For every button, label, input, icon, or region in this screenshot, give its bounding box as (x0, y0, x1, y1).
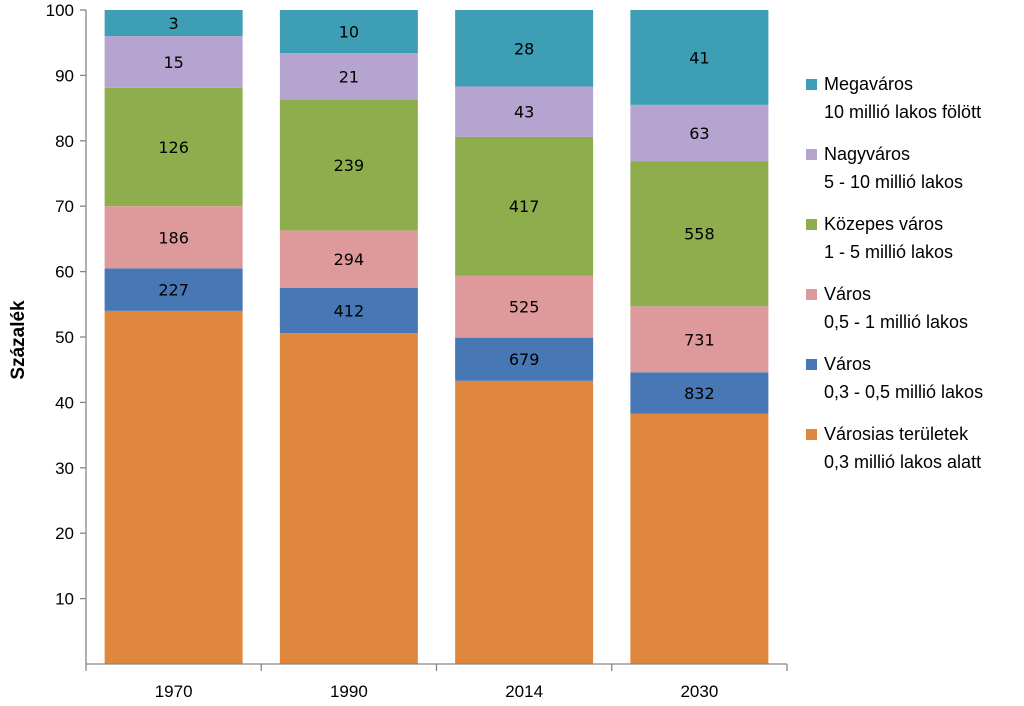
data-label: 412 (334, 302, 365, 321)
y-tick-label: 20 (55, 524, 74, 543)
bar-segment (455, 275, 594, 338)
legend-swatch (806, 429, 817, 440)
y-tick-label: 50 (55, 328, 74, 347)
bar-segment (630, 10, 769, 105)
legend-sublabel: 1 - 5 millió lakos (824, 242, 953, 262)
bar-segment (279, 230, 418, 288)
legend-sublabel: 0,5 - 1 millió lakos (824, 312, 968, 332)
legend-item: Megaváros 10 millió lakos fölött (806, 74, 981, 122)
legend-label: Város (824, 354, 871, 374)
legend-item: Város 0,3 - 0,5 millió lakos (806, 354, 983, 402)
bar-segment (455, 10, 594, 87)
legend-label: Megaváros (824, 74, 913, 94)
bar-segment (104, 268, 243, 311)
bars-layer (104, 10, 769, 664)
x-tick-label: 2014 (505, 682, 543, 701)
x-tick-label: 1970 (155, 682, 193, 701)
bar-segment (104, 310, 243, 664)
data-label: 679 (509, 350, 540, 369)
bar-segment (455, 337, 594, 381)
bar-segment (455, 136, 594, 276)
data-label: 41 (689, 48, 709, 67)
y-tick-label: 100 (46, 1, 74, 20)
bar-segment (279, 333, 418, 664)
legend-item: Nagyváros 5 - 10 millió lakos (806, 144, 963, 192)
data-label: 227 (158, 281, 189, 300)
data-label: 43 (514, 103, 534, 122)
y-tick-label: 60 (55, 263, 74, 282)
bar-segment (455, 380, 594, 664)
legend-swatch (806, 219, 817, 230)
bar-segment (279, 99, 418, 231)
data-label: 294 (334, 250, 365, 269)
data-label: 417 (509, 197, 540, 216)
y-tick-label: 40 (55, 393, 74, 412)
legend-sublabel: 10 millió lakos fölött (824, 102, 981, 122)
y-tick-label: 80 (55, 132, 74, 151)
bar-segment (279, 287, 418, 334)
y-tick-label: 90 (55, 66, 74, 85)
bar-segment (455, 86, 594, 137)
y-tick-label: 70 (55, 197, 74, 216)
y-tick-label: 30 (55, 459, 74, 478)
bar-segment (104, 87, 243, 207)
x-tick-label: 1990 (330, 682, 368, 701)
data-label: 10 (339, 23, 359, 42)
y-axis-title: Százalék (8, 300, 29, 380)
x-tick-label: 2030 (680, 682, 718, 701)
data-label: 15 (163, 53, 183, 72)
data-label: 21 (339, 67, 359, 86)
data-label: 731 (684, 330, 715, 349)
legend-item: Közepes város 1 - 5 millió lakos (806, 214, 953, 262)
bar-segment (630, 413, 769, 664)
legend-swatch (806, 79, 817, 90)
bar-segment (630, 161, 769, 307)
legend: Megaváros 10 millió lakos fölött Nagyváros… (806, 74, 983, 472)
legend-label: Városias területek (824, 424, 969, 444)
legend-item: Város 0,5 - 1 millió lakos (806, 284, 968, 332)
legend-swatch (806, 359, 817, 370)
data-label: 558 (684, 225, 715, 244)
legend-item: Városias területek 0,3 millió lakos alatt (806, 424, 981, 472)
bar-segment (104, 10, 243, 37)
data-labels-layer: 227 186 126 15 3 412 294 239 21 10 679 525 417 43 28 83… (158, 14, 714, 403)
data-label: 239 (334, 156, 365, 175)
legend-swatch (806, 149, 817, 160)
legend-sublabel: 0,3 millió lakos alatt (824, 452, 981, 472)
bar-segment (104, 206, 243, 269)
legend-swatch (806, 289, 817, 300)
bar-segment (279, 10, 418, 54)
bar-segment (104, 36, 243, 88)
bar-segment (279, 53, 418, 100)
data-label: 186 (158, 228, 189, 247)
data-label: 63 (689, 124, 709, 143)
legend-sublabel: 5 - 10 millió lakos (824, 172, 963, 192)
data-label: 3 (169, 14, 179, 33)
data-label: 832 (684, 384, 715, 403)
data-label: 28 (514, 39, 534, 58)
bar-segment (630, 306, 769, 373)
bar-segment (630, 104, 769, 162)
legend-label: Város (824, 284, 871, 304)
bar-segment (630, 372, 769, 414)
data-label: 126 (158, 138, 189, 157)
legend-sublabel: 0,3 - 0,5 millió lakos (824, 382, 983, 402)
y-tick-label: 10 (55, 590, 74, 609)
data-label: 525 (509, 298, 540, 317)
legend-label: Közepes város (824, 214, 943, 234)
legend-label: Nagyváros (824, 144, 910, 164)
